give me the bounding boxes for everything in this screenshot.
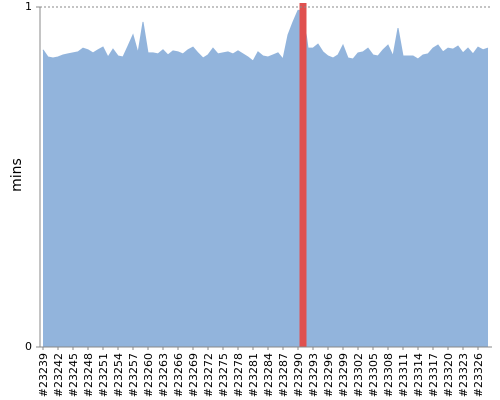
- x-tick-label: #23305: [367, 353, 380, 397]
- x-tick-label: #23320: [442, 353, 455, 397]
- x-tick-label: #23302: [352, 353, 365, 397]
- x-tick-label: #23269: [187, 353, 200, 397]
- x-tick-label: #23260: [142, 353, 155, 397]
- x-tick-label: #23317: [427, 353, 440, 397]
- x-tick-label: #23314: [412, 353, 425, 397]
- x-tick-label: #23242: [52, 353, 65, 397]
- area-fill: [43, 10, 488, 348]
- x-tick-label: #23293: [307, 353, 320, 397]
- x-tick-label: #23308: [382, 353, 395, 397]
- x-tick-label: #23254: [112, 353, 125, 397]
- x-tick-label: #23278: [232, 353, 245, 397]
- y-axis-label: mins: [9, 158, 25, 192]
- x-tick-label: #23326: [472, 353, 485, 397]
- x-tick-label: #23239: [37, 353, 50, 397]
- x-tick-label: #23251: [97, 353, 110, 397]
- x-tick-label: #23272: [202, 353, 215, 397]
- x-tick-label: #23296: [322, 353, 335, 397]
- x-tick-label: #23284: [262, 353, 275, 397]
- y-tick-label: 0: [25, 340, 32, 353]
- x-tick-label: #23290: [292, 353, 305, 397]
- x-tick-label: #23275: [217, 353, 230, 397]
- x-tick-label: #23287: [277, 353, 290, 397]
- x-tick-label: #23248: [82, 353, 95, 397]
- x-tick-label: #23266: [172, 353, 185, 397]
- x-tick-label: #23281: [247, 353, 260, 397]
- highlight-bar: [299, 3, 307, 347]
- area-line: [42, 9, 489, 62]
- x-tick-label: #23323: [457, 353, 470, 397]
- x-tick-label: #23245: [67, 353, 80, 397]
- x-tick-label: #23299: [337, 353, 350, 397]
- x-tick-label: #23263: [157, 353, 170, 397]
- x-tick-label: #23257: [127, 353, 140, 397]
- x-tick-label: #23311: [397, 353, 410, 397]
- y-tick-label: 1: [25, 0, 32, 13]
